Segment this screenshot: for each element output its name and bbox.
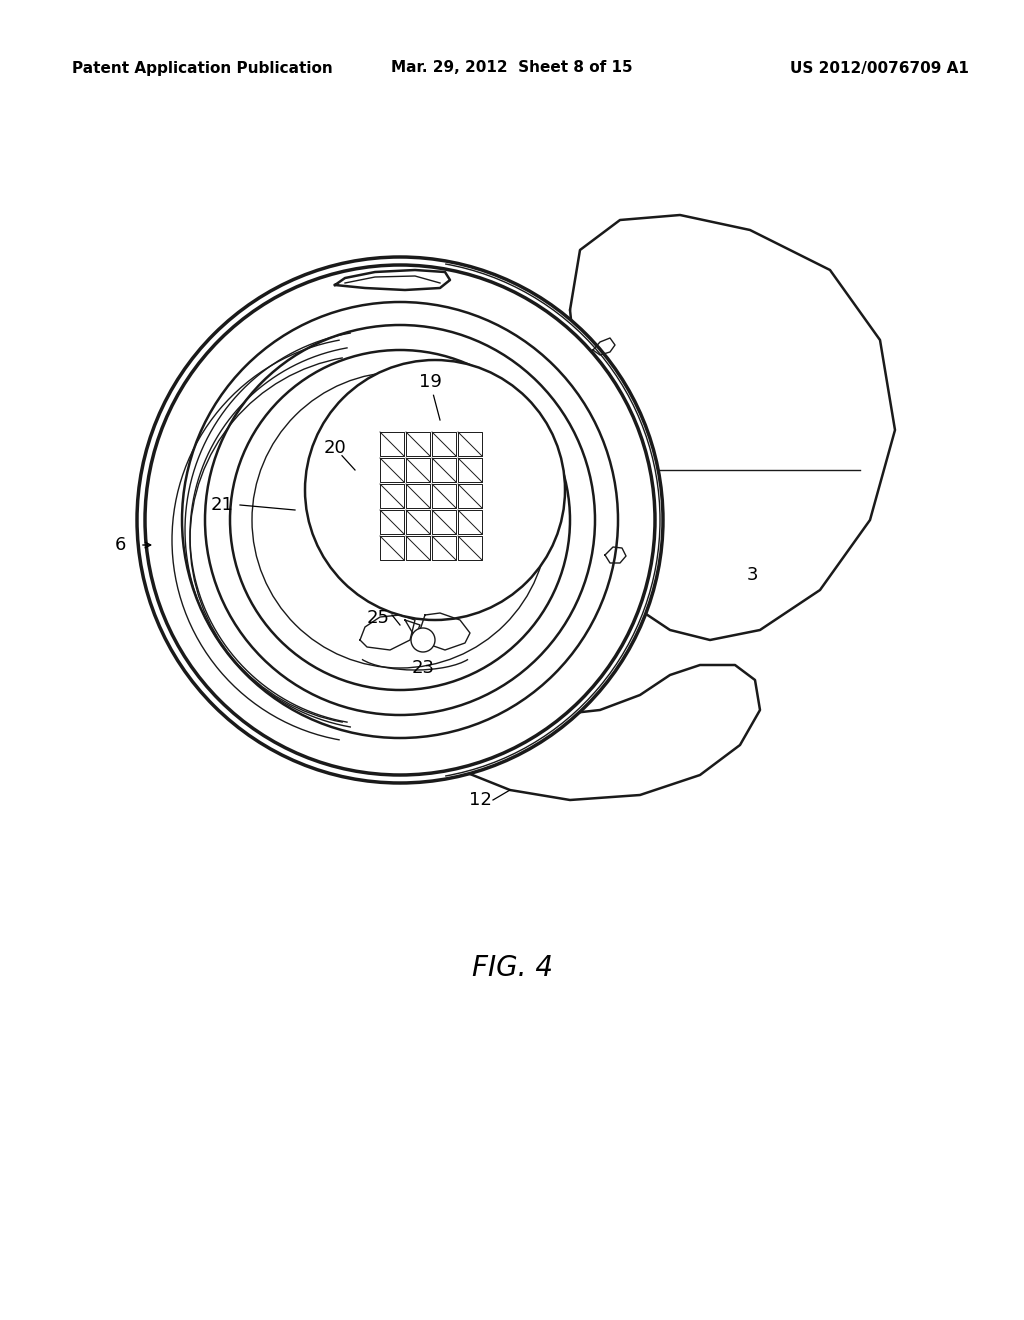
Ellipse shape — [182, 302, 618, 738]
Text: 19: 19 — [419, 374, 441, 391]
Ellipse shape — [145, 265, 655, 775]
Ellipse shape — [305, 360, 565, 620]
Text: 23: 23 — [412, 659, 434, 677]
Text: 25: 25 — [367, 609, 389, 627]
Circle shape — [411, 628, 435, 652]
Text: US 2012/0076709 A1: US 2012/0076709 A1 — [791, 61, 969, 75]
Text: Patent Application Publication: Patent Application Publication — [72, 61, 333, 75]
Text: FIG. 4: FIG. 4 — [471, 954, 553, 982]
Ellipse shape — [137, 257, 663, 783]
Text: 3: 3 — [746, 566, 758, 583]
Text: 20: 20 — [324, 440, 346, 457]
Text: 21: 21 — [211, 496, 233, 513]
Text: 12: 12 — [469, 791, 492, 809]
Ellipse shape — [205, 325, 595, 715]
Ellipse shape — [252, 372, 548, 668]
Text: Mar. 29, 2012  Sheet 8 of 15: Mar. 29, 2012 Sheet 8 of 15 — [391, 61, 633, 75]
Ellipse shape — [230, 350, 570, 690]
Text: 6: 6 — [115, 536, 126, 554]
